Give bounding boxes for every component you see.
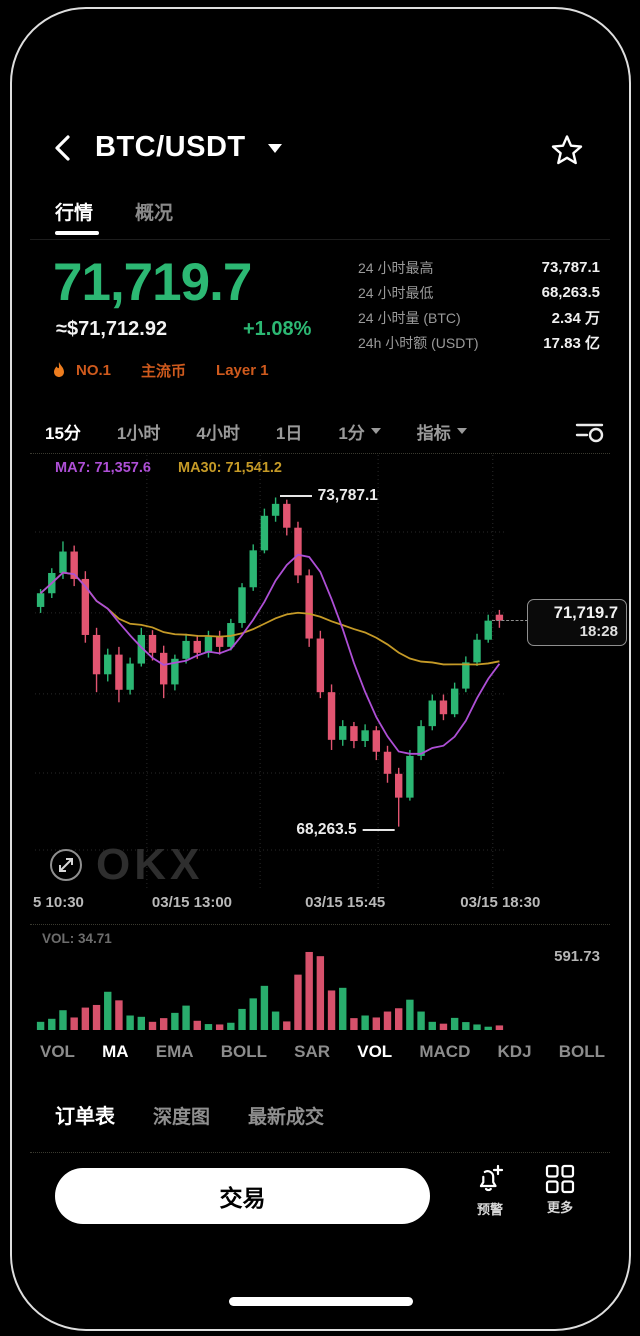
indicator-bar: VOL MA EMA BOLL SAR VOL MACD KDJ BOLL — [40, 1042, 605, 1062]
last-price-line — [492, 619, 528, 621]
alert-button[interactable]: 预警 — [458, 1164, 522, 1218]
chart-watermark: OKX — [48, 840, 203, 890]
tab-overview[interactable]: 概况 — [135, 203, 174, 224]
timeframe-bar: 15分 1小时 4小时 1日 1分 指标 — [45, 415, 605, 447]
stat-value: 68,263.5 — [541, 284, 600, 301]
last-price: 71,719.7 — [53, 253, 252, 312]
timeframe-1分[interactable]: 1分 — [338, 419, 381, 444]
stat-row: 24 小时最低 68,263.5 — [358, 280, 600, 305]
timeframe-1日[interactable]: 1日 — [275, 423, 303, 443]
time-tick: 03/15 18:30 — [460, 894, 541, 911]
back-button[interactable] — [52, 133, 74, 163]
stats-panel: 24 小时最高 73,787.1 24 小时最低 68,263.5 24 小时量 (BT… — [358, 255, 600, 355]
stat-row: 24h 小时额 (USDT) 17.83 亿 — [358, 330, 600, 355]
tag-row: NO.1 主流币 Layer 1 — [52, 360, 289, 381]
indicator-vol-0[interactable]: VOL — [40, 1042, 75, 1061]
favorite-button[interactable] — [550, 133, 584, 167]
tag-2[interactable]: Layer 1 — [216, 362, 269, 379]
last-price-time: 18:28 — [579, 622, 618, 640]
grid-icon — [545, 1164, 575, 1194]
indicator-macd-6[interactable]: MACD — [419, 1042, 471, 1061]
stat-value: 73,787.1 — [541, 259, 600, 276]
indicator-ma-1[interactable]: MA — [102, 1042, 129, 1061]
indicator-ema-2[interactable]: EMA — [155, 1042, 194, 1061]
ma7-legend: MA7: 71,357.6 — [55, 460, 151, 476]
last-price-badge: 71,719.7 18:28 — [527, 598, 627, 646]
indicator-settings-button[interactable] — [575, 418, 605, 444]
ma30-legend: MA30: 71,541.2 — [178, 460, 282, 476]
alert-label: 预警 — [476, 1202, 503, 1217]
flame-icon — [54, 361, 64, 377]
back-chevron-icon — [55, 135, 70, 161]
time-axis: 5 10:30 03/15 13:00 03/15 15:45 03/15 18:30 — [30, 894, 610, 920]
more-label: 更多 — [546, 1200, 573, 1215]
page-title: BTC/USDT — [95, 131, 246, 163]
stat-value: 2.34 万 — [551, 310, 600, 327]
stat-label: 24h 小时额 (USDT) — [358, 334, 479, 351]
bell-plus-icon — [479, 1164, 504, 1192]
expand-icon[interactable] — [48, 847, 84, 883]
okx-logo: OKX — [96, 840, 204, 889]
tab-trades[interactable]: 最新成交 — [248, 1107, 325, 1128]
tab-orderbook[interactable]: 订单表 — [55, 1106, 115, 1128]
chart-settings-icon — [575, 423, 604, 443]
divider-dotted — [30, 924, 610, 925]
indicator-vol-5[interactable]: VOL — [357, 1042, 393, 1061]
volume-axis-max: 591.73 — [554, 948, 600, 965]
active-tab-underline — [55, 231, 99, 235]
candlestick-chart-canvas[interactable] — [35, 455, 505, 890]
tab-market[interactable]: 行情 — [55, 203, 94, 224]
fiat-price: ≈$71,712.92 — [56, 318, 168, 340]
more-button[interactable]: 更多 — [528, 1164, 592, 1216]
stat-label: 24 小时最低 — [358, 284, 434, 301]
indicator-sar-4[interactable]: SAR — [294, 1042, 331, 1061]
stat-row: 24 小时最高 73,787.1 — [358, 255, 600, 280]
chevron-down-icon — [268, 144, 283, 153]
price-change: +1.08% — [243, 318, 312, 340]
symbol-selector[interactable]: BTC/USDT — [95, 131, 283, 164]
trade-button-label: 交易 — [219, 1185, 266, 1211]
volume-current: VOL: 34.71 — [42, 931, 112, 946]
stat-label: 24 小时量 (BTC) — [358, 309, 461, 326]
volume-chart-canvas[interactable] — [35, 950, 505, 1030]
divider — [30, 239, 610, 240]
timeframe-1小时[interactable]: 1小时 — [116, 423, 161, 443]
indicator-boll-8[interactable]: BOLL — [558, 1042, 605, 1061]
tag-0[interactable]: NO.1 — [76, 362, 112, 379]
chevron-down-icon — [370, 428, 381, 434]
time-tick: 03/15 13:00 — [151, 894, 233, 911]
star-icon — [551, 135, 583, 165]
stat-label: 24 小时最高 — [358, 259, 434, 276]
time-tick: 03/15 15:45 — [305, 894, 386, 911]
header-tabs: 行情 概况 — [55, 198, 173, 225]
divider-dotted — [30, 453, 610, 454]
tag-1[interactable]: 主流币 — [141, 363, 187, 380]
last-price-value: 71,719.7 — [553, 603, 618, 622]
chevron-down-icon — [456, 428, 467, 434]
timeframe-4小时[interactable]: 4小时 — [196, 423, 240, 443]
panel-tabs: 订单表 深度图 最新成交 — [55, 1100, 324, 1129]
timeframe-指标[interactable]: 指标 — [417, 419, 467, 444]
timeframe-15分[interactable]: 15分 — [45, 423, 81, 443]
stat-row: 24 小时量 (BTC) 2.34 万 — [358, 305, 600, 330]
indicator-kdj-7[interactable]: KDJ — [497, 1042, 532, 1061]
trade-button[interactable]: 交易 — [55, 1168, 430, 1224]
tab-depth[interactable]: 深度图 — [153, 1107, 211, 1128]
home-indicator[interactable] — [229, 1297, 413, 1306]
stat-value: 17.83 亿 — [543, 335, 600, 352]
divider-dotted — [30, 1152, 610, 1153]
time-tick: 5 10:30 — [33, 894, 84, 911]
indicator-boll-3[interactable]: BOLL — [220, 1042, 267, 1061]
